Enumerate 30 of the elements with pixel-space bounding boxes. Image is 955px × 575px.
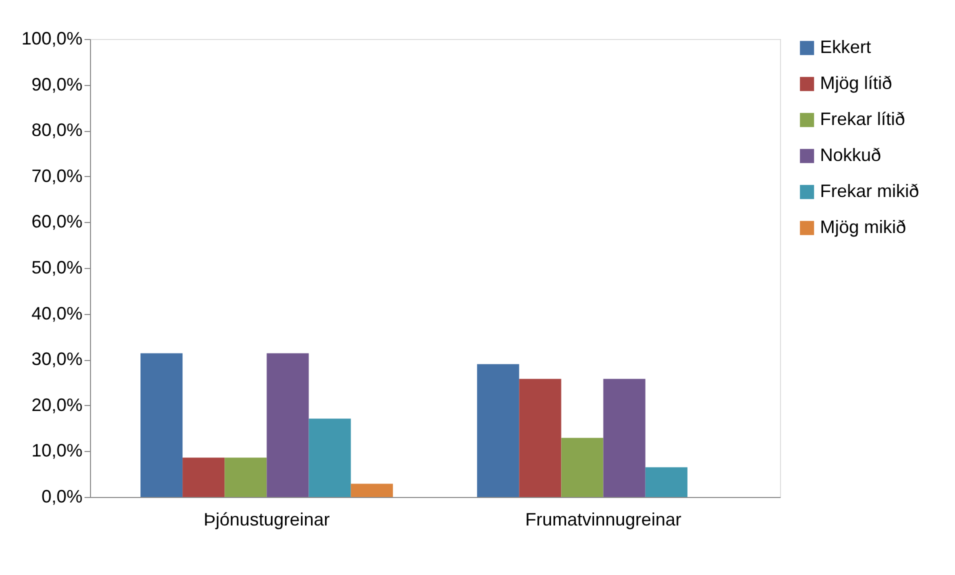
legend-label: Frekar lítið bbox=[820, 109, 906, 129]
x-tick-label: Þjónustugreinar bbox=[204, 510, 330, 530]
y-tick-label: 0,0% bbox=[41, 486, 82, 506]
y-tick-label: 80,0% bbox=[31, 120, 82, 140]
bar bbox=[477, 364, 520, 497]
bar bbox=[645, 467, 688, 497]
y-tick-label: 10,0% bbox=[31, 440, 82, 461]
bar bbox=[308, 418, 351, 497]
bar bbox=[603, 378, 646, 497]
y-tick-label: 70,0% bbox=[31, 166, 82, 186]
y-tick-label: 30,0% bbox=[31, 349, 82, 370]
legend-label: Nokkuð bbox=[820, 145, 882, 165]
y-tick-label: 100,0% bbox=[21, 28, 82, 48]
bar bbox=[266, 353, 309, 497]
bar bbox=[519, 378, 562, 497]
bar bbox=[140, 353, 183, 497]
bar bbox=[350, 484, 393, 497]
bar bbox=[224, 458, 267, 497]
legend-label: Mjög lítið bbox=[820, 73, 892, 93]
y-tick-label: 50,0% bbox=[31, 258, 82, 278]
legend-label: Mjög mikið bbox=[820, 217, 906, 237]
y-tick-label: 20,0% bbox=[31, 394, 82, 415]
y-tick-label: 40,0% bbox=[31, 303, 82, 324]
y-tick-label: 90,0% bbox=[31, 74, 82, 94]
bar bbox=[182, 458, 225, 497]
legend-label: Frekar mikið bbox=[820, 181, 920, 201]
bar bbox=[561, 438, 604, 497]
y-tick-label: 60,0% bbox=[31, 212, 82, 232]
x-tick-label: Frumatvinnugreinar bbox=[525, 510, 682, 530]
legend-label: Ekkert bbox=[820, 37, 872, 57]
